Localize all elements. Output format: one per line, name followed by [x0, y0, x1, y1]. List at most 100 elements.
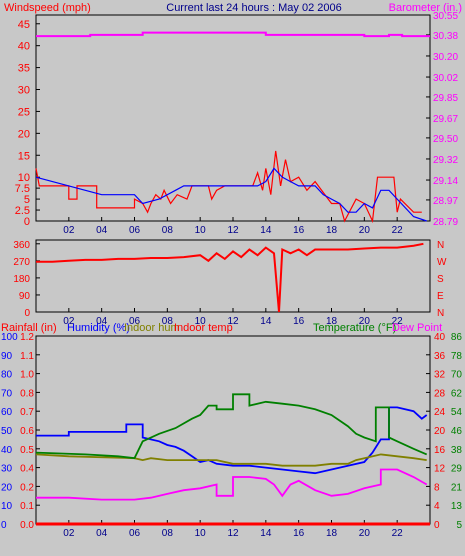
humidity-tick: 0	[1, 520, 7, 531]
temp-tick-left: 16	[434, 445, 446, 456]
direction-degree-tick: 360	[13, 240, 30, 251]
barometer-tick: 30.02	[433, 73, 458, 84]
legend-temperature: Temperature (°F)	[313, 322, 396, 334]
barometer-tick: 29.14	[433, 176, 458, 187]
x-tick-label: 14	[260, 316, 272, 327]
temp-tick-left: 20	[434, 426, 446, 437]
humidity-tick: 80	[1, 370, 13, 381]
barometer-tick: 29.50	[433, 134, 458, 145]
legend-indoor-hum: Indoor hum	[124, 322, 180, 334]
temp-tick-left: 24	[434, 407, 446, 418]
temp-tick-left: 0	[434, 520, 440, 531]
x-tick-label: 22	[392, 528, 404, 539]
x-tick-label: 22	[392, 316, 404, 327]
x-tick-label: 04	[96, 528, 108, 539]
x-tick-label: 06	[129, 528, 141, 539]
rain-tick: 0.7	[20, 407, 34, 418]
temp-tick-left: 4	[434, 501, 440, 512]
direction-degree-labels: 0 90 180 270 360	[13, 240, 30, 319]
windspeed-tick: 10	[18, 172, 30, 184]
x-tick-label: 12	[227, 225, 239, 236]
x-tick-label: 12	[227, 316, 239, 327]
series-line-temperature-f	[35, 393, 428, 460]
wind-series-line-0	[36, 31, 430, 38]
x-tick-label: 02	[63, 225, 75, 236]
chart-title: Current last 24 hours : May 02 2006	[166, 2, 341, 14]
humidity-tick: 20	[1, 482, 13, 493]
series-line-dew-point	[36, 468, 428, 501]
direction-degree-tick: 180	[13, 274, 30, 285]
humidity-tick: 70	[1, 388, 13, 399]
x-tick-label: 16	[293, 225, 305, 236]
x-tick-label: 14	[260, 225, 272, 236]
barometer-tick: 28.79	[433, 217, 458, 228]
x-tick-label: 16	[293, 316, 305, 327]
humidity-tick: 60	[1, 407, 13, 418]
windspeed-tick: 20	[18, 128, 30, 140]
direction-degree-tick: 270	[13, 257, 30, 268]
x-tick-label: 18	[326, 225, 338, 236]
wind-series	[35, 31, 430, 224]
legend-humidity: Humidity (%)	[67, 322, 130, 334]
windspeed-tick: 15	[18, 150, 30, 162]
rain-tick: 0.1	[20, 501, 34, 512]
x-tick-label: 10	[195, 528, 207, 539]
rain-tick: 0.2	[20, 482, 34, 493]
temp-tick-right: 86	[451, 332, 463, 343]
temp-tick-left: 32	[434, 370, 446, 381]
windspeed-tick-labels: 02.557.510 15 20 25 30 35 40 45	[15, 19, 30, 228]
x-tick-label: 04	[96, 225, 108, 236]
windspeed-tick: 45	[18, 19, 30, 31]
x-tick-label: 14	[260, 528, 272, 539]
temp-gridlines	[36, 335, 430, 525]
temp-tick-left: 12	[434, 464, 446, 475]
temp-humidity-series	[35, 393, 430, 526]
direction-degree-tick: 0	[24, 308, 30, 319]
barometer-tick: 28.97	[433, 196, 458, 207]
temp-tick-right: 54	[451, 407, 463, 418]
legend-rainfall: Rainfall (in)	[1, 322, 57, 334]
x-tick-label: 08	[162, 225, 174, 236]
direction-x-tick-labels: 02 04 06 08 10 12 14 16 18 20 22	[63, 316, 403, 327]
x-tick-label: 08	[162, 528, 174, 539]
rain-tick: 1.2	[20, 332, 34, 343]
temp-tick-left: 8	[434, 482, 440, 493]
direction-series	[36, 242, 424, 313]
temp-humidity-tick-labels: 0 0.0 0 5 10 0.1 4 13 20 0.2 8 21 30 0.4 12 29 40 0.5 16 38…	[1, 332, 462, 531]
x-tick-label: 16	[293, 528, 305, 539]
x-tick-label: 02	[63, 316, 75, 327]
windspeed-tick: 2.5	[15, 205, 30, 217]
windspeed-tick: 40	[18, 41, 30, 53]
rain-tick: 0.4	[20, 464, 34, 475]
temp-tick-right: 29	[451, 464, 463, 475]
temp-humidity-legend: Rainfall (in) Humidity (%) Indoor hum In…	[1, 322, 442, 334]
windspeed-tick: 7.5	[15, 183, 30, 195]
rain-tick: 0.8	[20, 388, 34, 399]
x-tick-label: 08	[162, 316, 174, 327]
barometer-tick: 30.20	[433, 52, 458, 63]
rain-tick: 0.5	[20, 445, 34, 456]
windspeed-tick: 25	[18, 106, 30, 118]
windspeed-tick: 5	[24, 194, 30, 206]
temp-tick-right: 21	[451, 482, 463, 493]
barometer-tick: 30.38	[433, 31, 458, 42]
x-tick-label: 02	[63, 528, 75, 539]
x-tick-label: 20	[359, 316, 371, 327]
humidity-tick: 100	[1, 332, 18, 343]
rain-tick: 0.0	[20, 520, 34, 531]
direction-degree-tick: 90	[19, 291, 31, 302]
rain-tick: 1.1	[20, 351, 34, 362]
temp-tick-right: 46	[451, 426, 463, 437]
x-tick-label: 06	[129, 225, 141, 236]
windspeed-axis-label: Windspeed (mph)	[4, 2, 91, 14]
rain-tick: 0.6	[20, 426, 34, 437]
series-line-humidity	[36, 406, 428, 475]
x-tick-label: 10	[195, 316, 207, 327]
temp-tick-left: 28	[434, 388, 446, 399]
windspeed-tick: 0	[24, 216, 30, 228]
x-tick-label: 10	[195, 225, 207, 236]
barometer-axis-label: Barometer (in.)	[389, 2, 462, 14]
x-tick-label: 18	[326, 528, 338, 539]
